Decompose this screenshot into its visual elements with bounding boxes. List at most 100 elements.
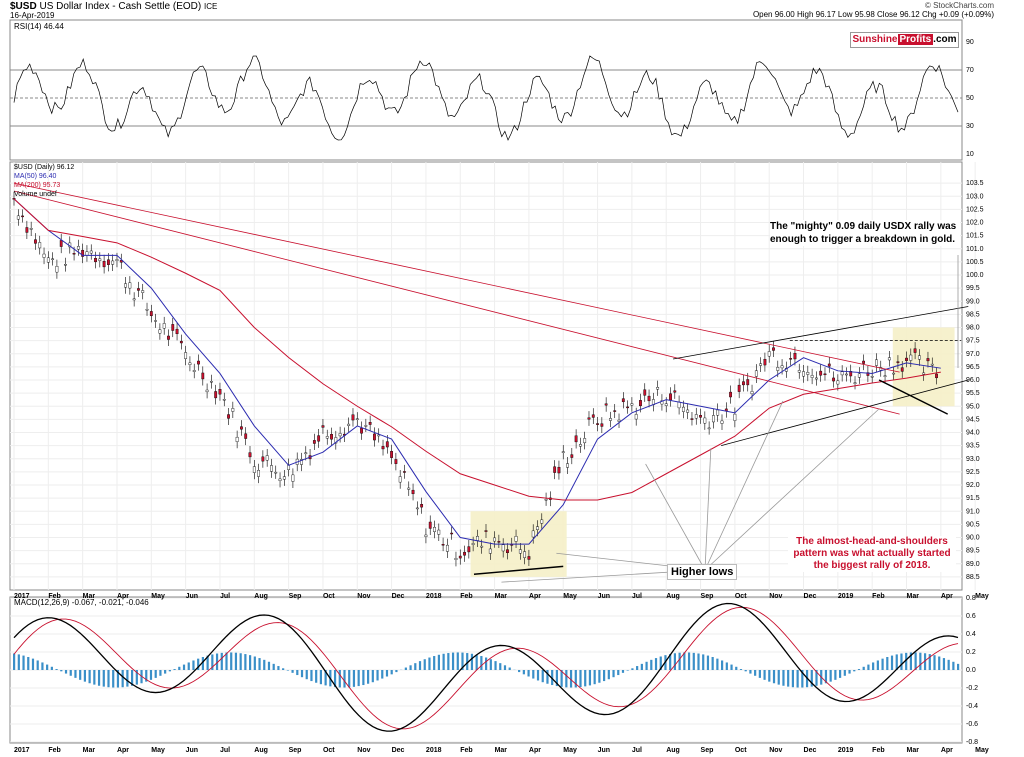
candle-body <box>660 400 664 405</box>
macd-tick: -0.4 <box>966 703 978 710</box>
macd-histogram-bar <box>636 666 639 670</box>
macd-histogram-bar <box>324 670 327 686</box>
macd-histogram-bar <box>957 663 960 670</box>
macd-histogram-bar <box>291 670 294 673</box>
candle-body <box>115 259 119 261</box>
x-axis-label: 2017 <box>14 593 30 600</box>
candle-body <box>639 400 642 407</box>
candle-body <box>98 258 102 261</box>
candle-body <box>235 436 239 442</box>
candle-body <box>857 373 861 378</box>
candle-body <box>669 393 672 401</box>
candle-body <box>16 215 20 220</box>
candle-body <box>85 251 89 256</box>
macd-histogram-bar <box>348 670 351 688</box>
candle-body <box>231 408 235 412</box>
candle-body <box>712 415 715 423</box>
macd-histogram-bar <box>197 658 200 670</box>
macd-histogram-bar <box>409 665 412 670</box>
candle-body <box>34 239 37 244</box>
x-axis-label: May <box>151 747 165 754</box>
macd-histogram-bar <box>890 655 894 670</box>
candle-body <box>252 466 256 473</box>
macd-histogram-bar <box>551 670 554 686</box>
candle-body <box>128 282 132 289</box>
macd-histogram-bar <box>834 670 837 680</box>
macd-histogram-bar <box>343 670 346 688</box>
macd-histogram-bar <box>824 670 828 684</box>
macd-histogram-bar <box>428 657 431 670</box>
macd-histogram-bar <box>131 670 134 686</box>
macd-histogram-bar <box>187 662 190 670</box>
candle-body <box>930 363 934 366</box>
macd-histogram-bar <box>777 670 780 685</box>
candle-body <box>677 401 681 409</box>
higher-lows-pointer <box>704 408 880 571</box>
candle-body <box>909 354 913 361</box>
candle-body <box>377 434 381 437</box>
macd-histogram-bar <box>867 664 870 670</box>
macd-histogram-bar <box>758 670 761 678</box>
macd-histogram-bar <box>735 666 738 670</box>
macd-histogram-bar <box>541 670 544 683</box>
macd-histogram-bar <box>848 670 851 674</box>
channel-top <box>673 306 969 360</box>
price-tick: 95.5 <box>966 390 980 397</box>
macd-histogram-bar <box>754 670 757 676</box>
candle-body <box>797 370 801 373</box>
macd-histogram-bar <box>952 661 955 670</box>
higher-lows-pointer <box>704 400 784 571</box>
macd-tick: 0.0 <box>966 667 976 674</box>
macd-histogram-bar <box>116 670 120 688</box>
macd-histogram-bar <box>787 670 790 687</box>
x-axis-label: Aug <box>254 747 268 754</box>
candle-body <box>810 375 814 378</box>
candle-body <box>338 433 342 437</box>
macd-histogram-bar <box>843 670 846 676</box>
macd-histogram-bar <box>687 652 691 670</box>
candle-body <box>141 290 145 293</box>
price-tick: 92.0 <box>966 482 980 489</box>
macd-histogram-bar <box>451 652 455 670</box>
channel-bottom <box>721 379 969 447</box>
macd-histogram-bar <box>886 657 889 670</box>
macd-histogram-bar <box>352 670 356 687</box>
macd-histogram-bar <box>201 657 204 670</box>
macd-histogram-bar <box>272 663 275 670</box>
x-axis-label: Dec <box>392 593 405 600</box>
candle-body <box>617 419 621 422</box>
macd-tick: -0.2 <box>966 685 978 692</box>
candle-body <box>656 387 660 390</box>
macd-histogram-bar <box>508 667 511 670</box>
x-axis-label: Sep <box>289 593 302 600</box>
macd-histogram-bar <box>112 670 115 688</box>
candle-body <box>634 414 638 420</box>
candle-body <box>501 544 505 552</box>
candle-body <box>540 519 544 524</box>
candle-body <box>175 328 179 335</box>
higher-lows-label: Higher lows <box>667 564 738 580</box>
candle-body <box>102 261 106 268</box>
candle-body <box>476 536 479 541</box>
candle-body <box>720 420 724 424</box>
candle-body <box>364 425 368 427</box>
macd-histogram-bar <box>230 652 233 670</box>
price-tick: 103.5 <box>966 180 984 187</box>
macd-histogram-bar <box>178 666 181 670</box>
candle-body <box>596 423 599 425</box>
macd-histogram-bar <box>942 658 946 670</box>
candle-body <box>746 379 750 386</box>
macd-histogram-bar <box>579 670 582 688</box>
x-axis-label: Nov <box>357 593 370 600</box>
macd-label: MACD(12,26,9) -0.067, -0.021, -0.046 <box>14 598 149 607</box>
macd-histogram-bar <box>338 670 341 688</box>
x-axis-label: May <box>563 593 577 600</box>
candle-body <box>304 452 308 455</box>
candle-body <box>836 380 840 385</box>
macd-histogram-bar <box>900 653 903 670</box>
candle-body <box>707 427 711 430</box>
x-axis-label: May <box>975 593 989 600</box>
candle-body <box>248 452 252 458</box>
x-axis-label: Dec <box>804 747 817 754</box>
macd-histogram-bar <box>928 654 931 670</box>
